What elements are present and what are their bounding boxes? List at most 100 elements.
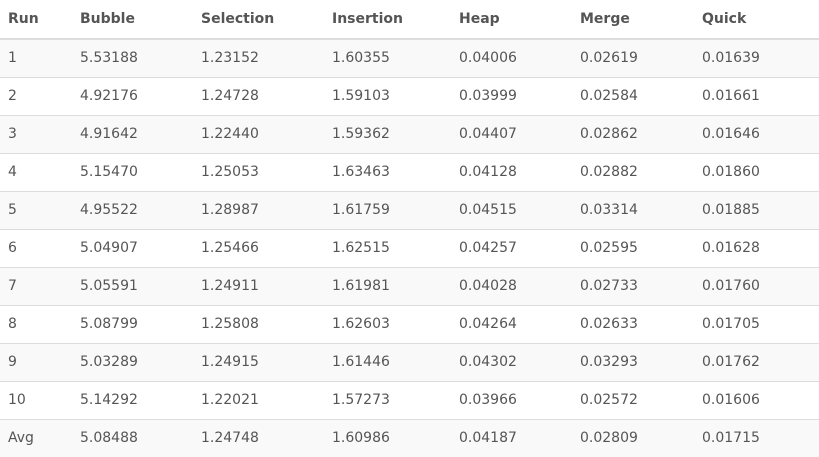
table-row: 10 5.14292 1.22021 1.57273 0.03966 0.02572 0.0… <box>0 380 819 419</box>
table-cell-run: 1 <box>0 38 72 77</box>
table-cell-value: 4.95522 <box>72 190 193 229</box>
column-header-selection: Selection <box>193 0 324 40</box>
table-cell-value: 0.01760 <box>694 266 819 305</box>
table-cell-value: 0.03314 <box>572 190 694 229</box>
table-cell-value: 0.02619 <box>572 38 694 77</box>
table-cell-value: 5.14292 <box>72 380 193 419</box>
table-cell-value: 5.05591 <box>72 266 193 305</box>
table-cell-value: 0.01762 <box>694 342 819 381</box>
table-cell-value: 5.03289 <box>72 342 193 381</box>
column-header-merge: Merge <box>572 0 694 40</box>
table-cell-value: 0.01860 <box>694 152 819 191</box>
table-cell-value: 0.03999 <box>451 76 572 115</box>
table-body: 1 5.53188 1.23152 1.60355 0.04006 0.02619 0.01… <box>0 38 819 457</box>
column-header-heap: Heap <box>451 0 572 40</box>
table-cell-value: 1.60355 <box>324 38 451 77</box>
table-cell-value: 0.01705 <box>694 304 819 343</box>
table-cell-value: 1.22440 <box>193 114 324 153</box>
table-cell-value: 0.04128 <box>451 152 572 191</box>
table-cell-value: 0.03966 <box>451 380 572 419</box>
table-row: 6 5.04907 1.25466 1.62515 0.04257 0.02595 0.01… <box>0 228 819 267</box>
table-cell-value: 0.01885 <box>694 190 819 229</box>
table-cell-value: 1.61981 <box>324 266 451 305</box>
table-cell-value: 1.24728 <box>193 76 324 115</box>
table-cell-run: 3 <box>0 114 72 153</box>
table-cell-value: 0.04187 <box>451 418 572 457</box>
table-cell-value: 1.22021 <box>193 380 324 419</box>
table-cell-run: Avg <box>0 418 72 457</box>
table-cell-run: 6 <box>0 228 72 267</box>
table-cell-value: 0.02882 <box>572 152 694 191</box>
column-header-bubble: Bubble <box>72 0 193 40</box>
table-cell-value: 1.59362 <box>324 114 451 153</box>
table-row: 2 4.92176 1.24728 1.59103 0.03999 0.02584 0.01… <box>0 76 819 115</box>
table-cell-run: 9 <box>0 342 72 381</box>
table-cell-value: 1.57273 <box>324 380 451 419</box>
table-cell-value: 1.61446 <box>324 342 451 381</box>
table-cell-value: 4.91642 <box>72 114 193 153</box>
table-cell-value: 0.02595 <box>572 228 694 267</box>
table-cell-value: 1.59103 <box>324 76 451 115</box>
table-cell-value: 0.04257 <box>451 228 572 267</box>
table-cell-value: 0.04515 <box>451 190 572 229</box>
table-row: 9 5.03289 1.24915 1.61446 0.04302 0.03293 0.01… <box>0 342 819 381</box>
table-cell-value: 0.01639 <box>694 38 819 77</box>
table-cell-value: 0.02862 <box>572 114 694 153</box>
column-header-insertion: Insertion <box>324 0 451 40</box>
table-cell-value: 0.02733 <box>572 266 694 305</box>
table-cell-run: 8 <box>0 304 72 343</box>
table-cell-run: 7 <box>0 266 72 305</box>
table-cell-value: 0.03293 <box>572 342 694 381</box>
table-cell-run: 2 <box>0 76 72 115</box>
table-row: 8 5.08799 1.25808 1.62603 0.04264 0.02633 0.01… <box>0 304 819 343</box>
table-cell-value: 0.02584 <box>572 76 694 115</box>
table-cell-value: 0.04407 <box>451 114 572 153</box>
table-row: 7 5.05591 1.24911 1.61981 0.04028 0.02733 0.01… <box>0 266 819 305</box>
table-cell-value: 5.08799 <box>72 304 193 343</box>
column-header-quick: Quick <box>694 0 819 40</box>
table-cell-value: 0.04006 <box>451 38 572 77</box>
table-cell-value: 0.01646 <box>694 114 819 153</box>
table-cell-value: 5.08488 <box>72 418 193 457</box>
table-cell-value: 1.60986 <box>324 418 451 457</box>
table-cell-value: 5.15470 <box>72 152 193 191</box>
table-row: Avg 5.08488 1.24748 1.60986 0.04187 0.02809 0.… <box>0 418 819 457</box>
table-cell-value: 0.02572 <box>572 380 694 419</box>
header-row: Run Bubble Selection Insertion Heap Merg… <box>0 0 819 40</box>
table-cell-value: 4.92176 <box>72 76 193 115</box>
table-row: 3 4.91642 1.22440 1.59362 0.04407 0.02862 0.01… <box>0 114 819 153</box>
table-row: 1 5.53188 1.23152 1.60355 0.04006 0.02619 0.01… <box>0 38 819 77</box>
table-row: 4 5.15470 1.25053 1.63463 0.04128 0.02882 0.01… <box>0 152 819 191</box>
table-cell-value: 5.53188 <box>72 38 193 77</box>
table-cell-value: 1.61759 <box>324 190 451 229</box>
table-cell-value: 0.04028 <box>451 266 572 305</box>
column-header-run: Run <box>0 0 72 40</box>
table-cell-value: 0.01628 <box>694 228 819 267</box>
table-cell-value: 5.04907 <box>72 228 193 267</box>
table-cell-value: 1.24915 <box>193 342 324 381</box>
table-cell-run: 10 <box>0 380 72 419</box>
table-cell-value: 0.01715 <box>694 418 819 457</box>
table-cell-value: 0.02809 <box>572 418 694 457</box>
table-cell-run: 5 <box>0 190 72 229</box>
table-cell-value: 1.62515 <box>324 228 451 267</box>
table-cell-value: 0.02633 <box>572 304 694 343</box>
table-cell-value: 0.04302 <box>451 342 572 381</box>
table-cell-value: 1.28987 <box>193 190 324 229</box>
table-cell-value: 0.01606 <box>694 380 819 419</box>
table-cell-run: 4 <box>0 152 72 191</box>
table-cell-value: 1.63463 <box>324 152 451 191</box>
table-cell-value: 1.25053 <box>193 152 324 191</box>
table-cell-value: 1.62603 <box>324 304 451 343</box>
table-cell-value: 0.01661 <box>694 76 819 115</box>
table-cell-value: 0.04264 <box>451 304 572 343</box>
table-cell-value: 1.23152 <box>193 38 324 77</box>
table-cell-value: 1.25808 <box>193 304 324 343</box>
table-cell-value: 1.24911 <box>193 266 324 305</box>
table-row: 5 4.95522 1.28987 1.61759 0.04515 0.03314 0.01… <box>0 190 819 229</box>
table-cell-value: 1.25466 <box>193 228 324 267</box>
table-header: Run Bubble Selection Insertion Heap Merg… <box>0 0 819 40</box>
table-cell-value: 1.24748 <box>193 418 324 457</box>
